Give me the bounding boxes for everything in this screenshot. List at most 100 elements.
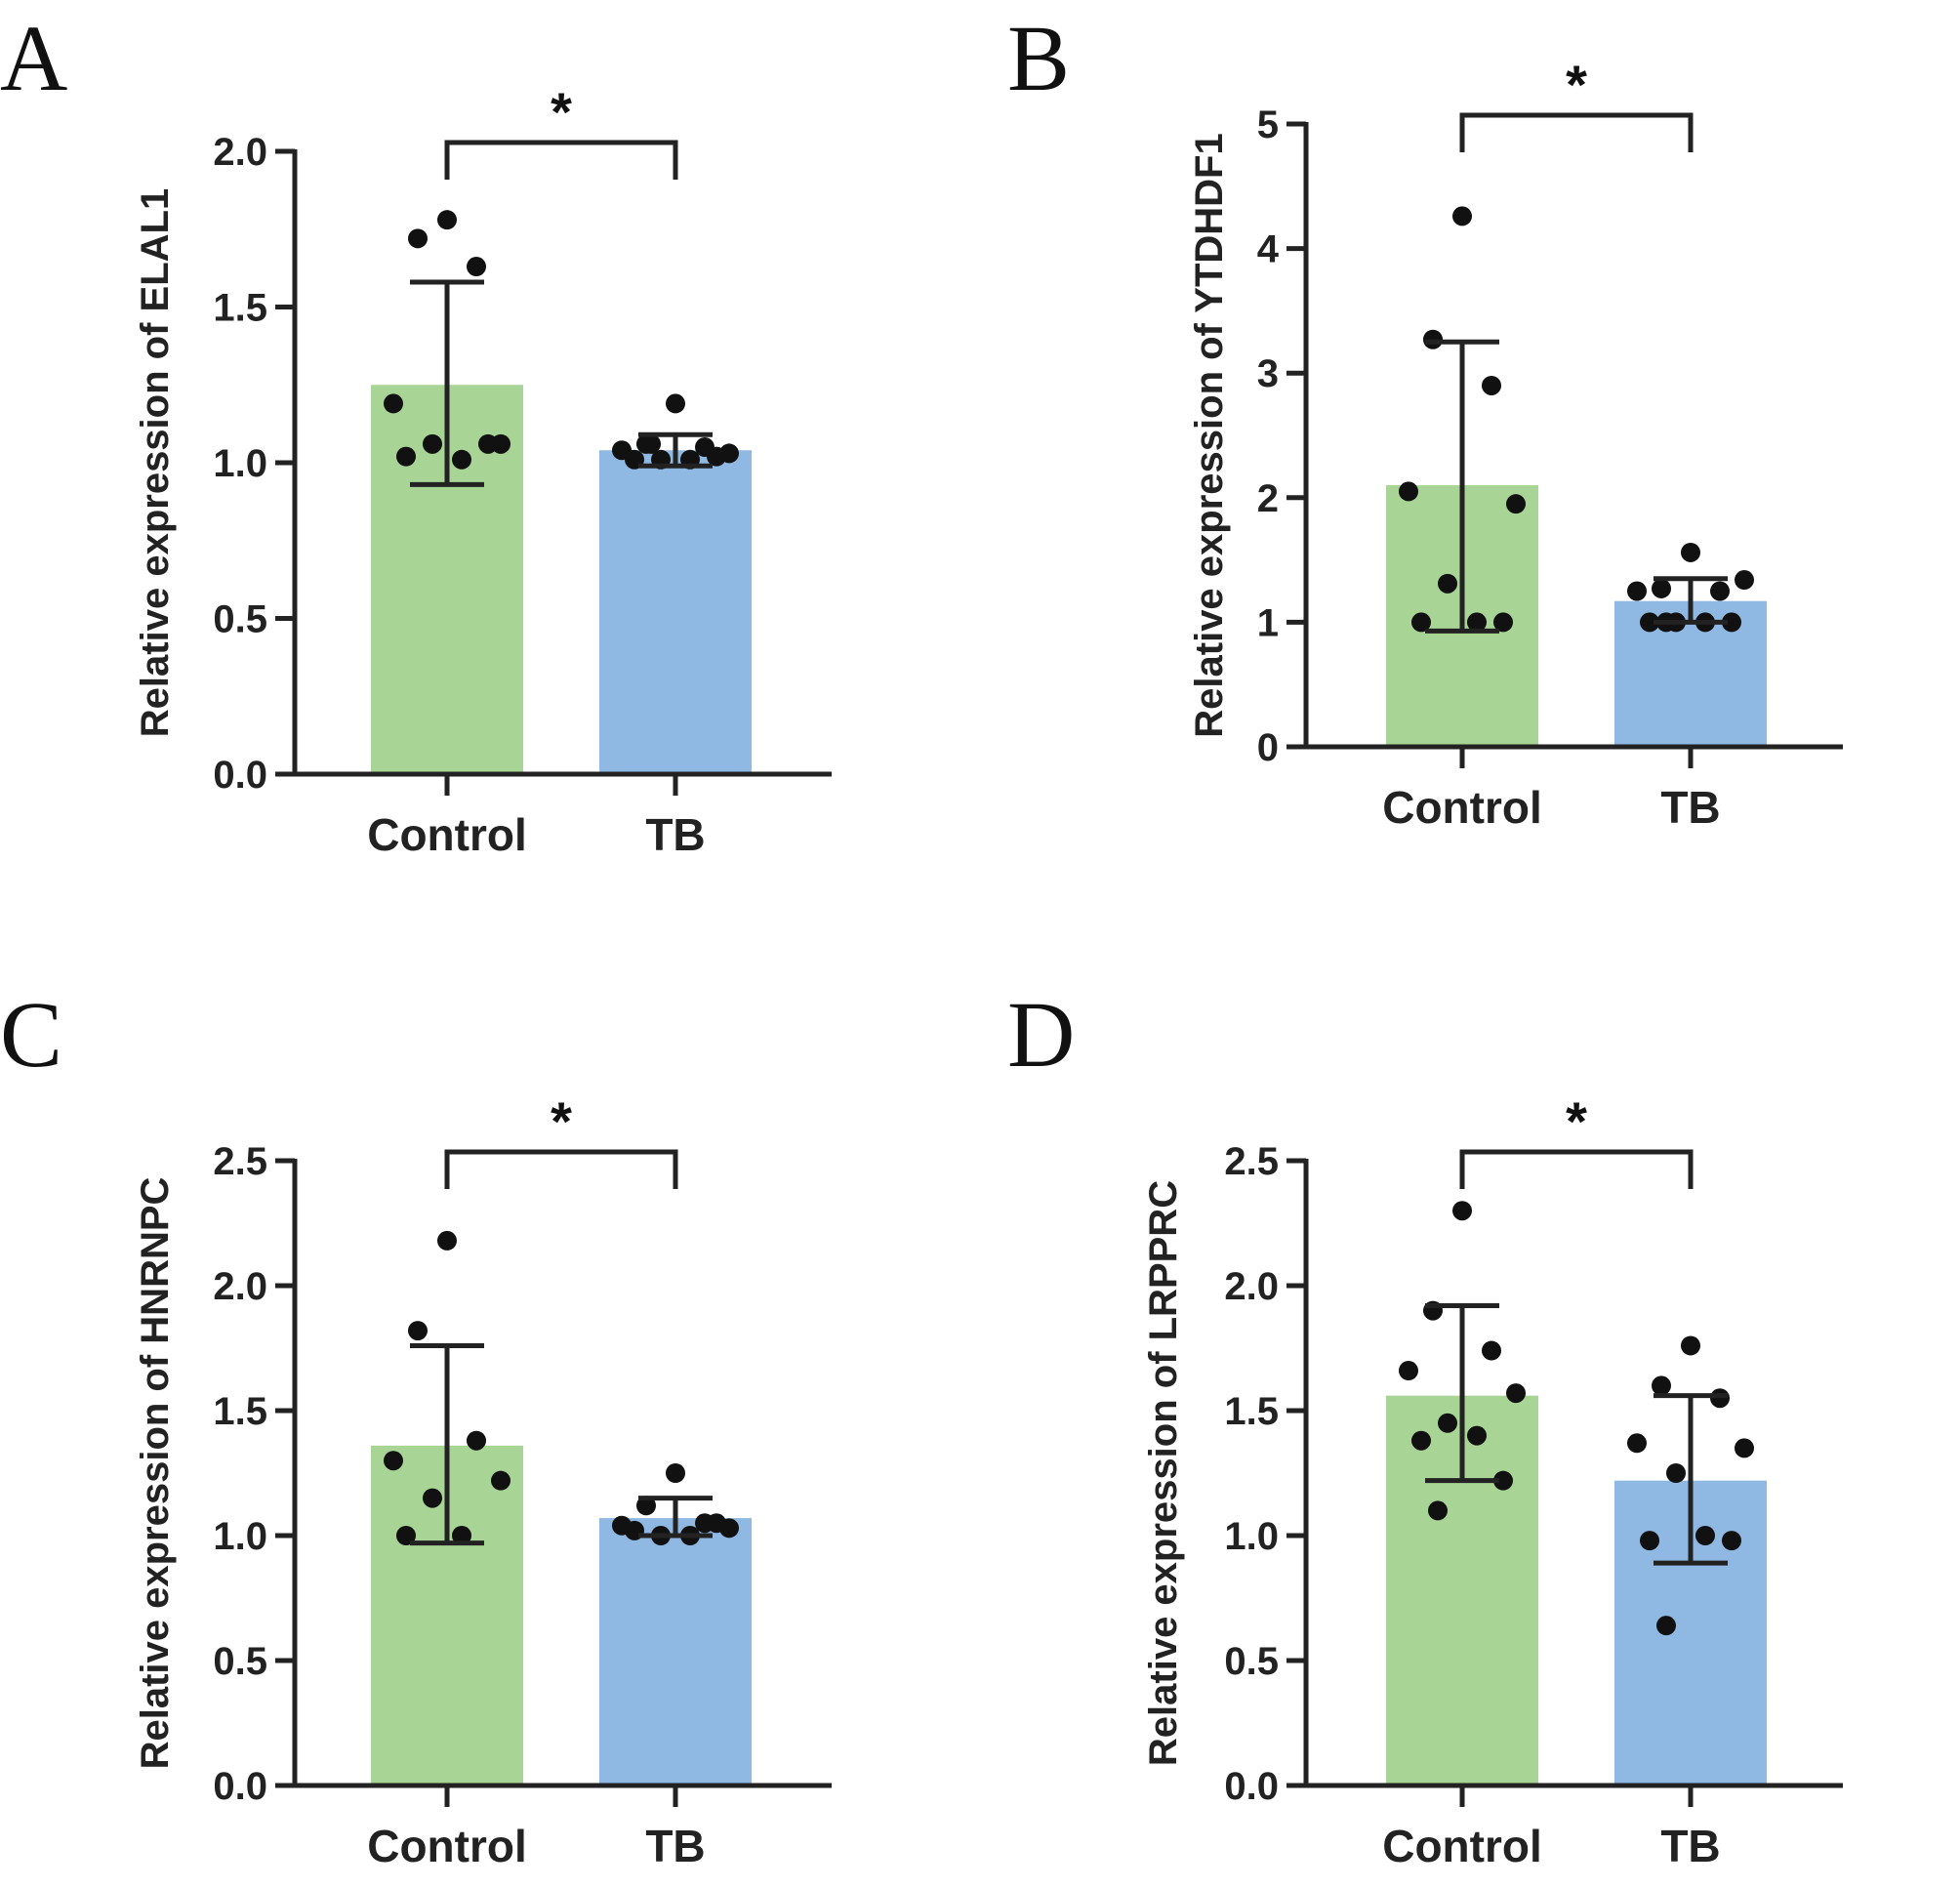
data-point — [1482, 1340, 1501, 1361]
x-tick-label: Control — [1382, 782, 1542, 833]
data-point — [408, 1321, 428, 1341]
bar-tb — [599, 1518, 752, 1785]
data-point — [1467, 612, 1487, 633]
data-point — [1467, 1425, 1487, 1446]
data-point — [1640, 612, 1659, 633]
data-point — [491, 1470, 510, 1491]
data-point — [423, 433, 442, 454]
data-point — [1656, 1616, 1676, 1636]
x-tick-label: Control — [1382, 1821, 1542, 1871]
data-point — [1411, 612, 1431, 633]
data-point — [707, 446, 726, 467]
y-tick-label: 2.0 — [213, 131, 267, 174]
panel-letter: D — [1007, 982, 1075, 1087]
panel-letter: A — [0, 6, 67, 110]
data-point — [1506, 1383, 1526, 1404]
data-point — [1735, 570, 1754, 591]
y-tick-label: 2.0 — [1224, 1265, 1279, 1308]
y-tick-label: 0.5 — [1224, 1640, 1279, 1683]
y-tick-label: 0.0 — [213, 754, 267, 797]
data-point — [1482, 375, 1501, 395]
y-tick-label: 2 — [1257, 477, 1279, 520]
data-point — [1399, 481, 1418, 502]
x-tick-label: TB — [645, 1821, 705, 1871]
y-tick-label: 1.5 — [213, 287, 267, 330]
significance-bracket — [1459, 112, 1694, 152]
y-axis-label: Relative expression of ELAL1 — [134, 188, 177, 737]
data-point — [1399, 1361, 1418, 1381]
x-tick-label: TB — [645, 809, 705, 860]
y-axis-label: Relative expression of LRPPRC — [1142, 1180, 1185, 1766]
y-tick-label: 0.5 — [213, 1640, 267, 1683]
panel-letter: B — [1007, 6, 1070, 110]
y-axis-label: Relative expression of YTDHDF1 — [1188, 133, 1231, 737]
bar-tb — [1614, 600, 1767, 747]
significance-star: * — [1566, 1090, 1587, 1152]
chart-panel-d: D 0.0 0.5 1.0 1.5 2.0 2.5 Control TB Relative exp… — [1007, 982, 1843, 1871]
chart-panel-a: A 0.0 0.5 1.0 1.5 2.0 Control TB Relative expres… — [0, 6, 832, 860]
significance-star: * — [551, 1090, 572, 1152]
data-point — [1627, 581, 1647, 601]
data-point — [423, 1488, 442, 1508]
significance-bracket — [1459, 1149, 1694, 1189]
data-point — [1681, 542, 1700, 562]
data-point — [1506, 494, 1526, 514]
x-tick-label: Control — [367, 1821, 527, 1871]
data-point — [1652, 578, 1671, 598]
significance-bracket — [444, 140, 678, 180]
y-tick-label: 0.0 — [1224, 1765, 1279, 1808]
chart-panel-b: B 0 1 2 3 4 5 Control TB Relative expression of Y… — [1007, 6, 1843, 833]
data-point — [1627, 1433, 1647, 1454]
data-point — [437, 210, 457, 230]
x-tick-label: Control — [367, 809, 527, 860]
data-point — [478, 433, 498, 454]
data-point — [1452, 206, 1472, 226]
data-point — [396, 1526, 416, 1545]
data-point — [408, 228, 428, 249]
data-point — [384, 1451, 403, 1471]
y-tick-label: 1 — [1257, 601, 1279, 644]
data-point — [1428, 1500, 1448, 1521]
data-point — [1735, 1438, 1754, 1458]
y-tick-label: 2.0 — [213, 1265, 267, 1308]
y-tick-label: 2.5 — [1224, 1140, 1279, 1183]
y-tick-label: 3 — [1257, 352, 1279, 395]
y-tick-label: 0.0 — [213, 1765, 267, 1808]
data-point — [1666, 1463, 1686, 1483]
data-point — [1710, 581, 1730, 601]
data-point — [1493, 1470, 1513, 1491]
y-tick-label: 5 — [1257, 103, 1279, 146]
x-tick-label: TB — [1660, 782, 1720, 833]
y-tick-label: 0 — [1257, 726, 1279, 769]
data-point — [641, 433, 661, 454]
y-tick-label: 1.5 — [1224, 1390, 1279, 1433]
y-tick-label: 1.0 — [213, 1515, 267, 1558]
data-point — [1640, 1531, 1659, 1551]
data-point — [452, 1526, 471, 1545]
significance-star: * — [1566, 54, 1587, 115]
data-point — [636, 1496, 656, 1516]
data-point — [452, 449, 471, 470]
data-point — [1452, 1201, 1472, 1221]
data-point — [467, 1430, 486, 1451]
data-point — [1411, 1430, 1431, 1451]
y-axis-label: Relative expression of HNRNPC — [134, 1177, 177, 1770]
data-point — [666, 1463, 685, 1483]
data-point — [384, 393, 403, 414]
y-tick-label: 1.0 — [213, 442, 267, 485]
data-point — [1423, 329, 1443, 349]
data-point — [1652, 1375, 1671, 1396]
data-point — [437, 1230, 457, 1251]
data-point — [467, 257, 486, 277]
data-point — [396, 446, 416, 467]
data-point — [1722, 612, 1741, 633]
y-tick-label: 0.5 — [213, 598, 267, 641]
data-point — [1710, 1388, 1730, 1409]
significance-star: * — [551, 81, 572, 143]
chart-panel-c: C 0.0 0.5 1.0 1.5 2.0 2.5 Control TB Relative exp… — [0, 982, 832, 1871]
data-point — [1438, 573, 1457, 594]
data-point — [1695, 1526, 1715, 1545]
y-tick-label: 1.5 — [213, 1390, 267, 1433]
bar-tb — [599, 450, 752, 774]
